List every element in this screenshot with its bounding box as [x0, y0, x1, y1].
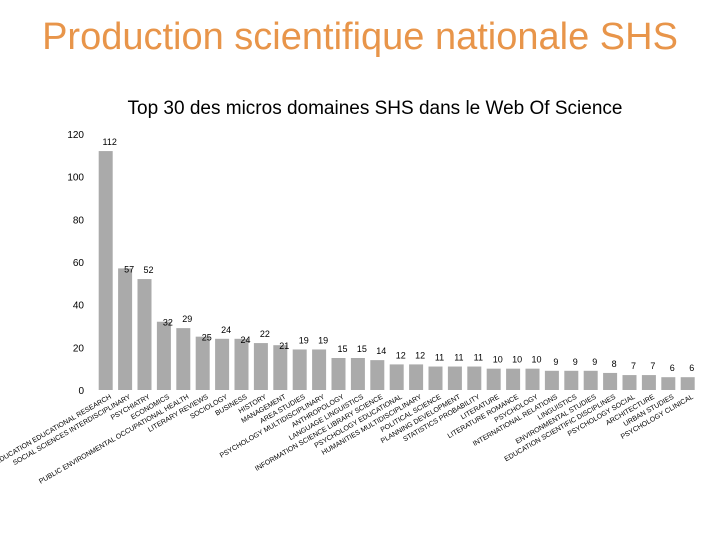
value-label: 14: [376, 346, 386, 356]
value-label: 24: [240, 335, 250, 345]
bar: [118, 268, 133, 390]
y-axis: 0 20 40 60 80 100 120: [67, 130, 84, 397]
value-label: 11: [474, 353, 483, 363]
bar: [583, 370, 598, 390]
y-tick-label: 120: [67, 130, 84, 141]
bar: [467, 366, 482, 390]
value-label: 9: [553, 357, 558, 367]
value-label: 57: [124, 264, 134, 274]
bar: [544, 370, 559, 390]
y-tick-label: 40: [73, 301, 85, 312]
value-label: 11: [454, 353, 463, 363]
bar: [409, 364, 424, 390]
bar: [273, 345, 288, 390]
bar: [661, 377, 676, 390]
bar: [486, 368, 501, 390]
bar: [331, 358, 346, 390]
bar: [564, 370, 579, 390]
bar: [428, 366, 443, 390]
y-tick-label: 0: [78, 386, 84, 397]
value-label: 9: [573, 357, 578, 367]
value-label: 9: [592, 357, 597, 367]
bar: [156, 321, 171, 390]
y-tick-label: 80: [73, 215, 85, 226]
value-label: 24: [221, 325, 231, 335]
bar: [389, 364, 404, 390]
y-tick-label: 100: [67, 173, 84, 184]
bar: [253, 343, 268, 390]
y-tick-label: 60: [73, 258, 85, 269]
value-label: 32: [163, 318, 173, 328]
value-label: 15: [337, 344, 347, 354]
bar: [137, 279, 152, 390]
value-label: 19: [299, 335, 309, 345]
value-labels: 112 57 52 32 29 25 24 24 22 21 19 19 15 15 14 12 12 11 11 1…: [103, 137, 695, 373]
chart-title: Top 30 des micros domaines SHS dans le W…: [127, 98, 623, 119]
bar: [641, 375, 656, 390]
value-label: 19: [318, 335, 328, 345]
value-label: 10: [531, 355, 541, 365]
bar: [447, 366, 462, 390]
bar: [234, 338, 249, 390]
value-label: 12: [415, 350, 425, 360]
value-label: 8: [612, 359, 617, 369]
bar: [312, 349, 327, 390]
value-label: 21: [279, 341, 289, 351]
x-tick-label: EDUCATION EDUCATIONAL RESEARCH: [0, 394, 113, 466]
x-tick-label: SOCIAL SCIENCES INTERDISCIPLINARY: [12, 394, 132, 468]
value-label: 6: [670, 363, 675, 373]
value-label: 12: [396, 350, 406, 360]
value-label: 7: [631, 361, 636, 371]
slide-title: Production scientifique nationale SHS: [42, 16, 678, 58]
bar: [370, 360, 385, 390]
value-label: 15: [357, 344, 367, 354]
bar: [680, 377, 695, 390]
bar: [98, 151, 113, 390]
value-label: 52: [143, 265, 153, 275]
value-label: 10: [493, 355, 503, 365]
bar: [603, 372, 618, 390]
value-label: 112: [103, 137, 117, 147]
value-label: 7: [650, 361, 655, 371]
y-tick-label: 20: [73, 343, 85, 354]
bar: [215, 338, 230, 390]
bar: [525, 368, 540, 390]
bar: [176, 328, 191, 390]
value-label: 22: [260, 329, 270, 339]
bars: [98, 151, 695, 390]
value-label: 10: [512, 355, 522, 365]
bar: [350, 358, 365, 390]
value-label: 6: [689, 363, 694, 373]
value-label: 11: [435, 353, 444, 363]
bar: [622, 375, 637, 390]
bar: [506, 368, 521, 390]
value-label: 25: [202, 333, 212, 343]
bar: [292, 349, 307, 390]
bar: [195, 336, 210, 390]
value-label: 29: [182, 314, 192, 324]
